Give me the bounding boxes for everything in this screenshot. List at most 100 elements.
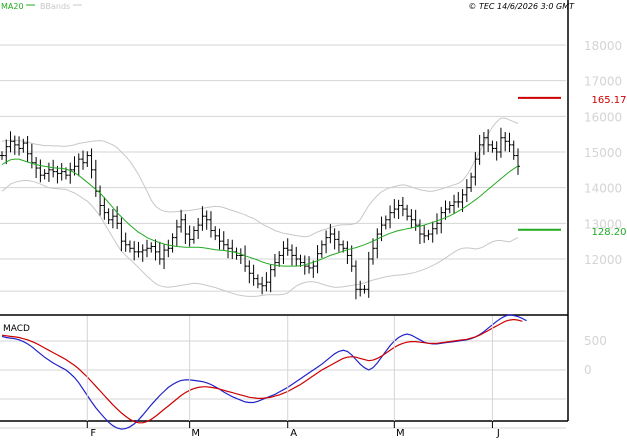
price-bar [307,256,312,274]
price-bar [102,196,107,220]
price-bar [434,213,439,235]
price-bar [481,132,486,155]
price-bar [149,242,154,253]
price-annotations: 165.17 128.20 [518,95,627,238]
month-label: M [191,428,200,439]
price-bar [166,239,171,258]
price-bar [349,245,354,272]
price-bar [127,240,132,253]
price-bar [375,228,380,259]
price-bar [93,159,98,197]
macd-panel-title: MACD [3,324,30,334]
price-bar [226,239,231,259]
price-bar [294,246,299,267]
price-bar [170,233,175,253]
price-tick-label: 14000 [584,182,622,196]
price-bar [234,247,239,260]
price-bar [17,136,22,156]
price-bar [336,230,341,252]
price-bar [106,208,111,225]
price-panel: 12000 13000 14000 15000 16000 17000 18000 165.… [0,39,627,300]
macd-gridlines [0,340,566,429]
price-tick-label: 12000 [584,253,622,267]
price-bar [469,172,474,192]
price-bar [490,140,495,153]
price-bar [153,239,158,261]
price-bar [110,209,115,229]
price-bar [59,163,64,181]
price-bar [162,244,167,269]
price-bar [196,217,201,240]
price-bar [208,211,213,238]
price-bar [409,209,414,229]
macd-tick-label: 500 [584,334,607,348]
price-bar [132,241,137,261]
price-bar [315,245,320,274]
price-bar [68,162,73,184]
price-bar [98,185,103,216]
price-bar [136,241,141,258]
price-bar [417,219,422,245]
price-bar [42,169,47,180]
price-bars [0,127,520,300]
price-bar [503,132,508,152]
price-bar [311,260,316,278]
price-bar [319,240,324,258]
price-bar [366,251,371,298]
price-bar [0,151,4,160]
price-bar [21,138,26,153]
price-bar [144,239,149,258]
price-tick-label: 16000 [584,110,622,124]
macd-y-axis: 0 500 [584,334,607,377]
price-bar [157,241,162,265]
macd-signal-line [1,318,523,424]
bollinger-lower-band [1,180,519,297]
macd-panel: 0 500 MACD [0,314,607,430]
macd-tick-label: 0 [584,363,592,377]
price-bar [498,127,503,158]
price-bar [400,196,405,217]
price-bar [12,135,17,155]
price-bar [213,226,218,241]
price-bar [187,225,192,247]
price-bar [230,239,235,259]
price-bar [464,179,469,202]
month-label: A [290,428,297,439]
price-bar [247,260,252,284]
price-bar [324,230,329,254]
month-label: M [396,428,405,439]
price-bar [8,131,13,153]
price-bar [268,263,273,293]
price-bar [494,141,499,161]
price-bar [507,132,512,152]
price-bar [174,219,179,247]
price-bar [460,189,465,212]
legend-ma20: MA20 [1,2,24,11]
price-bar [383,215,388,230]
price-bar [34,156,39,179]
price-tick-label: 18000 [584,39,622,53]
price-bar [358,280,363,297]
price-bar [341,240,346,253]
bollinger-upper-band [1,117,519,238]
price-bar [255,274,260,289]
price-bar [204,210,209,230]
price-bar [516,148,520,175]
price-bar [328,224,333,244]
price-bar [55,165,60,184]
price-bar [371,238,376,265]
price-bar [140,244,145,262]
legend-bbands: BBands [40,2,70,11]
price-bar [345,241,350,264]
price-bar [439,206,444,234]
price-bar [289,244,294,266]
price-bar [405,204,410,221]
ma20-line [1,158,519,267]
price-tick-label: 17000 [584,75,622,89]
price-bar [477,134,482,165]
price-bar [183,214,188,245]
price-bar [281,241,286,264]
price-bar [511,140,516,160]
